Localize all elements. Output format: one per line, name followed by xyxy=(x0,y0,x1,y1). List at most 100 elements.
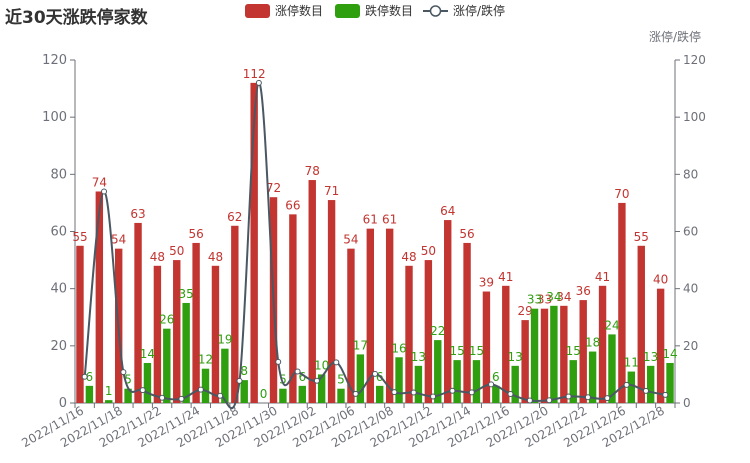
bar-limit-down-label: 15 xyxy=(566,344,581,358)
bar-limit-up xyxy=(327,200,336,403)
ratio-point xyxy=(275,358,282,365)
bar-limit-down-label: 13 xyxy=(508,350,523,364)
legend-label-ratio: 涨停/跌停 xyxy=(453,3,505,18)
bar-limit-down-label: 13 xyxy=(643,350,658,364)
y-right-tick-label: 100 xyxy=(683,110,706,124)
bar-limit-up xyxy=(347,248,355,403)
y-right-tick-label: 20 xyxy=(683,339,698,353)
bar-limit-down xyxy=(472,360,481,403)
ratio-point xyxy=(604,395,611,402)
bar-limit-down-label: 5 xyxy=(337,373,345,387)
bar-limit-up-label: 36 xyxy=(576,284,591,298)
bar-limit-up-label: 41 xyxy=(595,270,610,284)
bar-limit-up-label: 40 xyxy=(653,273,668,287)
bar-limit-down xyxy=(646,365,655,403)
legend-swatch-limit-down xyxy=(335,4,360,18)
bar-limit-up-label: 74 xyxy=(92,175,107,189)
bar-limit-down xyxy=(201,368,210,403)
bar-limit-down-label: 26 xyxy=(159,313,174,327)
ratio-point xyxy=(662,391,669,398)
y-left-tick-label: 60 xyxy=(50,225,67,240)
ratio-line xyxy=(83,81,666,410)
bar-limit-up-label: 64 xyxy=(440,204,455,218)
ratio-point xyxy=(642,387,649,394)
bar-limit-up-label: 48 xyxy=(150,250,165,264)
y-right-tick-label: 120 xyxy=(683,53,706,67)
bar-limit-down xyxy=(376,385,384,403)
bar-limit-up-label: 61 xyxy=(363,213,378,227)
bar-limit-down xyxy=(550,305,558,403)
bar-limit-up xyxy=(444,220,452,403)
bar-limit-up-label: 62 xyxy=(227,210,242,224)
legend-swatch-ratio-point xyxy=(429,5,442,17)
bar-limit-down xyxy=(124,388,132,403)
bar-limit-up xyxy=(502,285,510,403)
ratio-point xyxy=(81,373,88,380)
bar-limit-down-label: 5 xyxy=(124,373,132,387)
bar-limit-down xyxy=(666,362,674,403)
bar-limit-down xyxy=(627,371,636,403)
ratio-point xyxy=(430,393,437,400)
bar-limit-down xyxy=(453,360,461,403)
ratio-point xyxy=(178,395,185,402)
bar-limit-up xyxy=(579,300,587,403)
bar-limit-down xyxy=(298,385,306,403)
ratio-point xyxy=(139,387,146,394)
bar-limit-down-label: 14 xyxy=(662,347,677,361)
bar-limit-up xyxy=(598,285,607,403)
bar-limit-down xyxy=(608,334,616,403)
bar-limit-up xyxy=(463,242,471,403)
bar-limit-up xyxy=(405,265,413,403)
bar-limit-down xyxy=(356,354,365,403)
bar-limit-up xyxy=(289,214,297,403)
ratio-point xyxy=(623,381,630,388)
bar-limit-down xyxy=(105,400,113,403)
bar-limit-up xyxy=(560,305,568,403)
y-right-tick-label: 80 xyxy=(683,167,698,181)
ratio-point xyxy=(468,389,475,396)
y-right-axis-name: 涨停/跌停 xyxy=(649,29,701,44)
bar-limit-down xyxy=(588,351,597,403)
bar-limit-up xyxy=(366,228,374,403)
bar-limit-down xyxy=(240,380,248,403)
ratio-point xyxy=(217,392,224,399)
bar-limit-down xyxy=(221,348,229,403)
bar-limit-down-label: 35 xyxy=(179,287,194,301)
ratio-point xyxy=(333,359,340,366)
bar-limit-up-label: 112 xyxy=(243,67,266,81)
bar-limit-up xyxy=(211,265,220,403)
bar-limit-down-label: 10 xyxy=(314,358,329,372)
bar-limit-up-label: 29 xyxy=(517,304,532,318)
bar-limit-down-label: 13 xyxy=(411,350,426,364)
bar-limit-down-label: 15 xyxy=(469,344,484,358)
bar-limit-up-label: 72 xyxy=(266,181,281,195)
y-left-tick-label: 120 xyxy=(42,53,67,68)
bar-limit-up-label: 66 xyxy=(285,198,300,212)
bar-limit-up-label: 54 xyxy=(111,233,126,247)
bar-limit-up-label: 63 xyxy=(130,207,145,221)
bar-limit-up-label: 55 xyxy=(72,230,87,244)
bar-limit-up-label: 61 xyxy=(382,213,397,227)
bar-limit-up-label: 70 xyxy=(614,187,629,201)
legend-label-limit-down: 跌停数目 xyxy=(365,3,413,18)
bar-limit-down xyxy=(395,357,403,403)
ratio-point xyxy=(294,368,301,375)
bar-limit-up-label: 78 xyxy=(305,164,320,178)
ratio-point xyxy=(565,393,572,400)
bar-limit-down-label: 34 xyxy=(546,290,561,304)
y-right-tick-label: 0 xyxy=(683,396,691,410)
bar-limit-up-label: 55 xyxy=(634,230,649,244)
ratio-point xyxy=(488,381,495,388)
bar-limit-down-label: 16 xyxy=(391,341,406,355)
bar-limit-up-label: 50 xyxy=(421,244,436,258)
y-left-tick-label: 0 xyxy=(59,396,67,411)
ratio-point xyxy=(449,387,456,394)
bar-limit-down-label: 19 xyxy=(217,333,232,347)
legend-swatch-limit-up xyxy=(245,4,270,18)
ratio-point xyxy=(391,389,398,396)
bar-limit-up-label: 50 xyxy=(169,244,184,258)
bar-limit-up xyxy=(76,245,84,403)
bar-limit-up xyxy=(134,222,142,403)
bar-limit-up xyxy=(385,228,394,403)
